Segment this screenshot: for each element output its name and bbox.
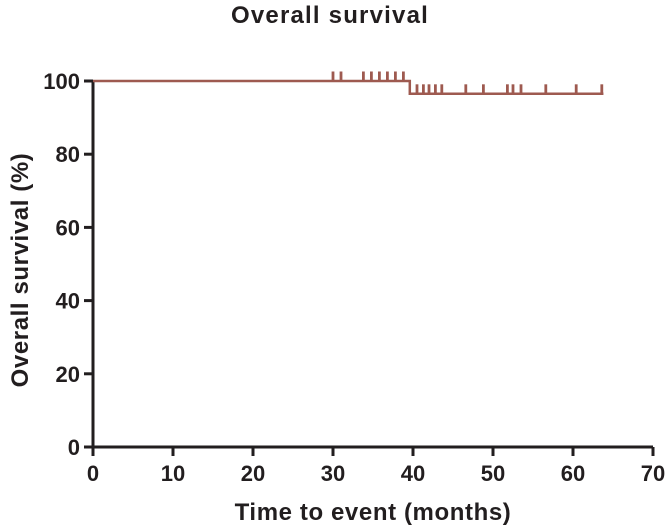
y-tick-label: 0 (68, 435, 80, 460)
x-tick-label: 30 (321, 461, 345, 486)
y-tick-label: 20 (56, 362, 80, 387)
x-tick-label: 50 (481, 461, 505, 486)
y-tick-label: 100 (43, 69, 80, 94)
x-tick-label: 40 (401, 461, 425, 486)
chart-title: Overall survival (231, 2, 429, 29)
x-axis-title: Time to event (months) (234, 499, 512, 526)
x-tick-label: 10 (161, 461, 185, 486)
y-tick-label: 80 (56, 142, 80, 167)
y-axis-title: Overall survival (%) (7, 152, 34, 388)
x-tick-label: 60 (561, 461, 585, 486)
y-tick-label: 40 (56, 289, 80, 314)
x-tick-label: 70 (641, 461, 665, 486)
km-curve (93, 79, 604, 96)
x-tick-label: 20 (241, 461, 265, 486)
x-tick-label: 0 (87, 461, 99, 486)
y-tick-label: 60 (56, 215, 80, 240)
